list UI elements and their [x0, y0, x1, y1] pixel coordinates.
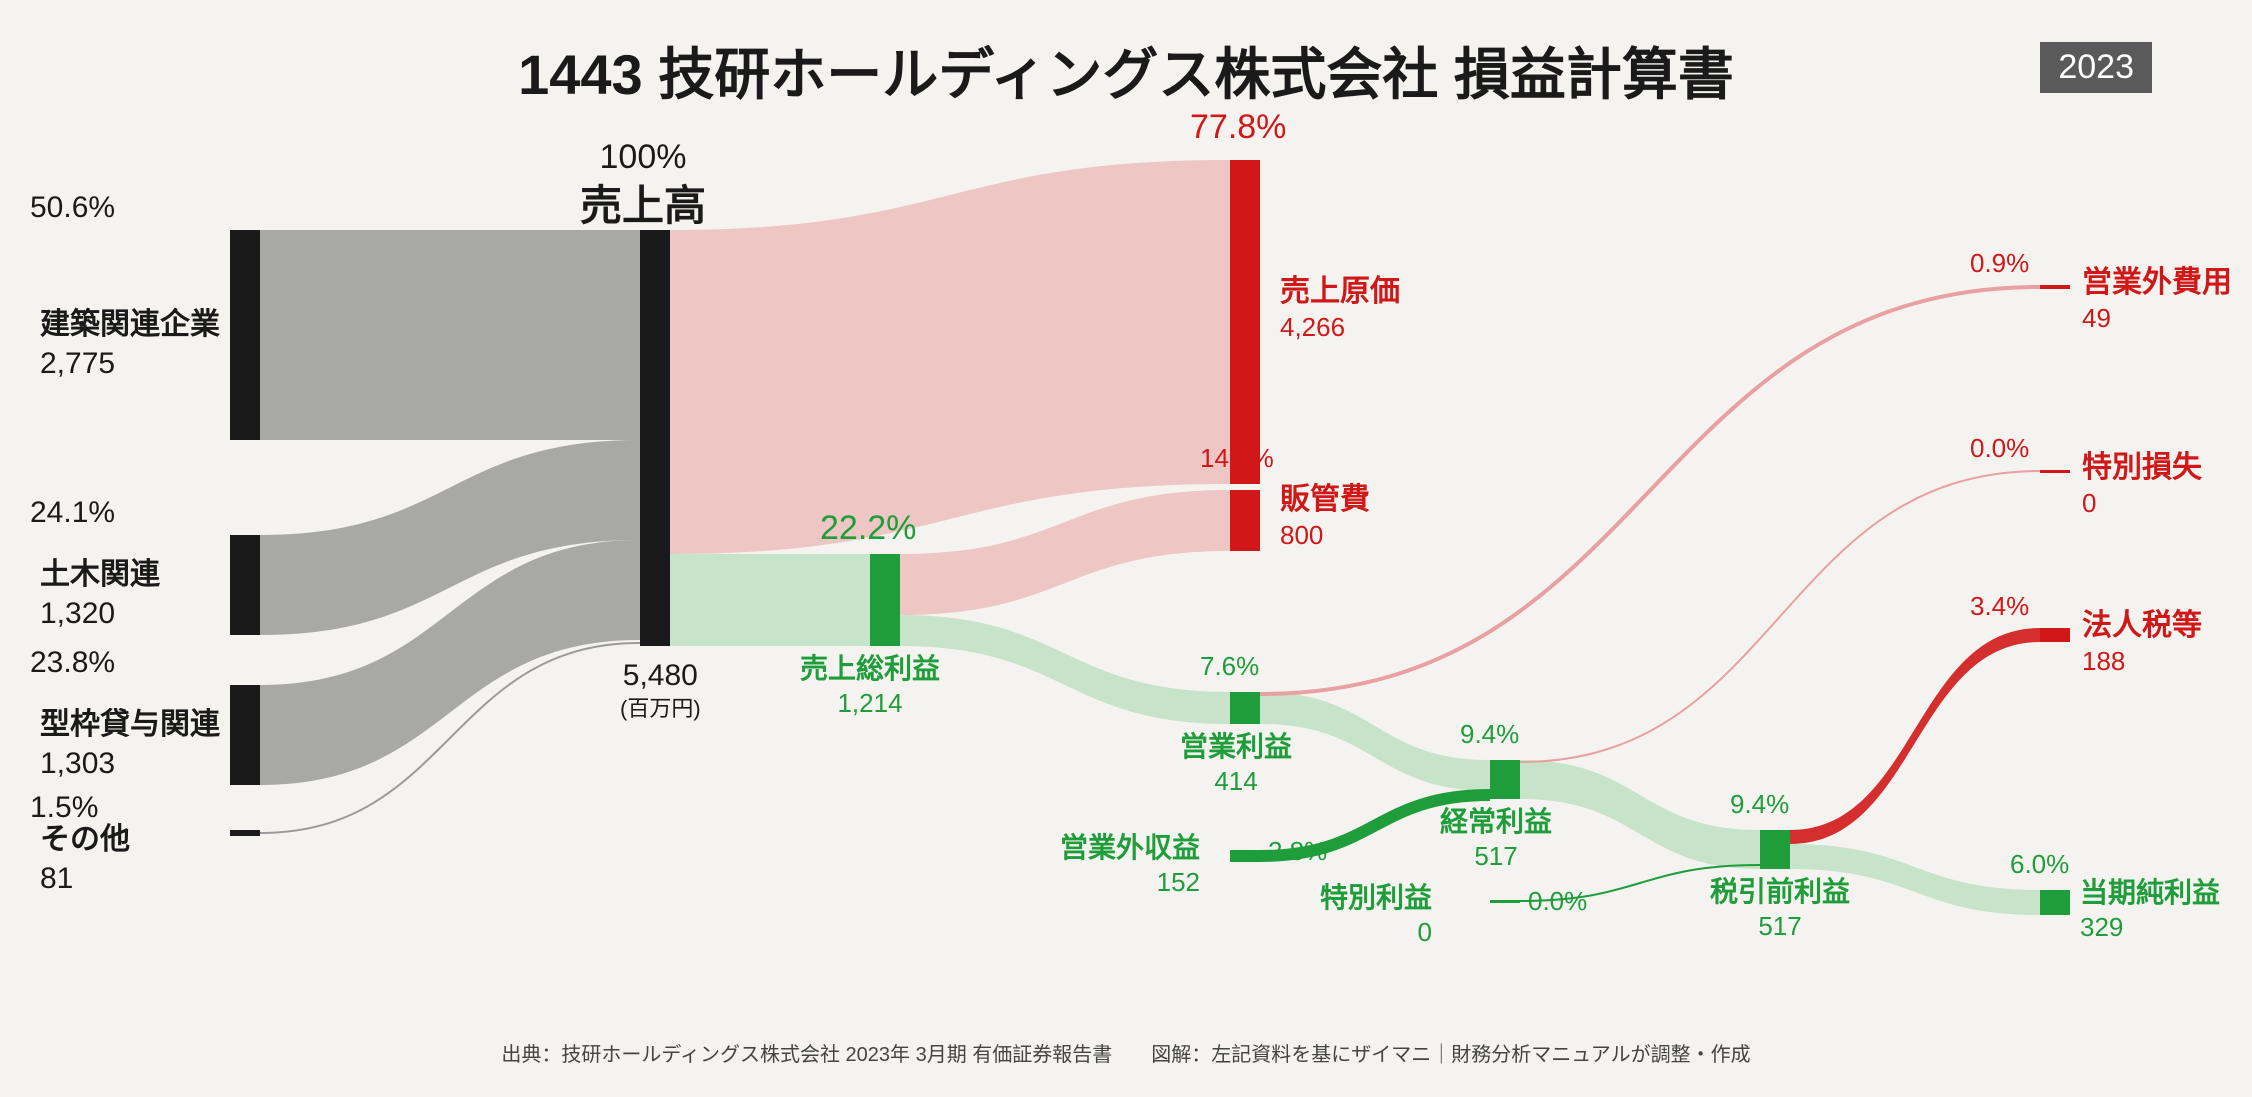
- node-label: 0.0%: [1528, 885, 1587, 919]
- node-label: 当期純利益329: [2080, 875, 2220, 945]
- node-label: 5,480(百万円): [620, 656, 701, 724]
- node-label: 土木関連1,320: [40, 555, 160, 633]
- node-label: 3.4%: [1970, 590, 2029, 624]
- node-label: 6.0%: [2010, 848, 2069, 882]
- node-label: 売上原価4,266: [1280, 272, 1400, 345]
- footer-source: 出典：技研ホールディングス株式会社 2023年 3月期 有価証券報告書: [501, 1044, 1112, 1066]
- node-label: その他81: [40, 820, 130, 898]
- node-label: 0.0%: [1970, 432, 2029, 466]
- footer: 出典：技研ホールディングス株式会社 2023年 3月期 有価証券報告書 図解：左…: [501, 1038, 1750, 1067]
- node-label: 23.8%: [30, 643, 115, 682]
- node-label: 特別損失0: [2082, 448, 2202, 521]
- node-label: 法人税等188: [2082, 606, 2202, 679]
- node-label: 100%売上高: [580, 135, 706, 234]
- node-label: 営業外収益152: [1060, 830, 1200, 900]
- node-label: 経常利益517: [1440, 804, 1552, 874]
- node-label: 営業外費用49: [2082, 263, 2232, 336]
- node-label: 販管費800: [1280, 480, 1370, 553]
- node-label: 9.4%: [1730, 788, 1789, 822]
- node-label: 7.6%: [1200, 650, 1259, 684]
- node-label: 特別利益0: [1320, 880, 1432, 950]
- node-label: 14.6%: [1200, 442, 1274, 476]
- node-label: 建築関連企業2,775: [40, 305, 220, 383]
- node-label: 売上総利益1,214: [800, 651, 940, 721]
- node-label: 50.6%: [30, 188, 115, 227]
- node-label: 22.2%: [820, 506, 916, 550]
- node-label: 型枠貸与関連1,303: [40, 705, 220, 783]
- node-label: 営業利益414: [1180, 729, 1292, 799]
- node-label: 24.1%: [30, 493, 115, 532]
- node-label: 9.4%: [1460, 718, 1519, 752]
- node-label: 税引前利益517: [1710, 874, 1850, 944]
- footer-credit: 図解：左記資料を基にザイマニ｜財務分析マニュアルが調整・作成: [1151, 1044, 1750, 1066]
- node-label: 2.8%: [1268, 835, 1327, 869]
- node-label: 77.8%: [1190, 105, 1286, 149]
- node-label: 0.9%: [1970, 247, 2029, 281]
- sankey-chart: [0, 0, 2252, 1097]
